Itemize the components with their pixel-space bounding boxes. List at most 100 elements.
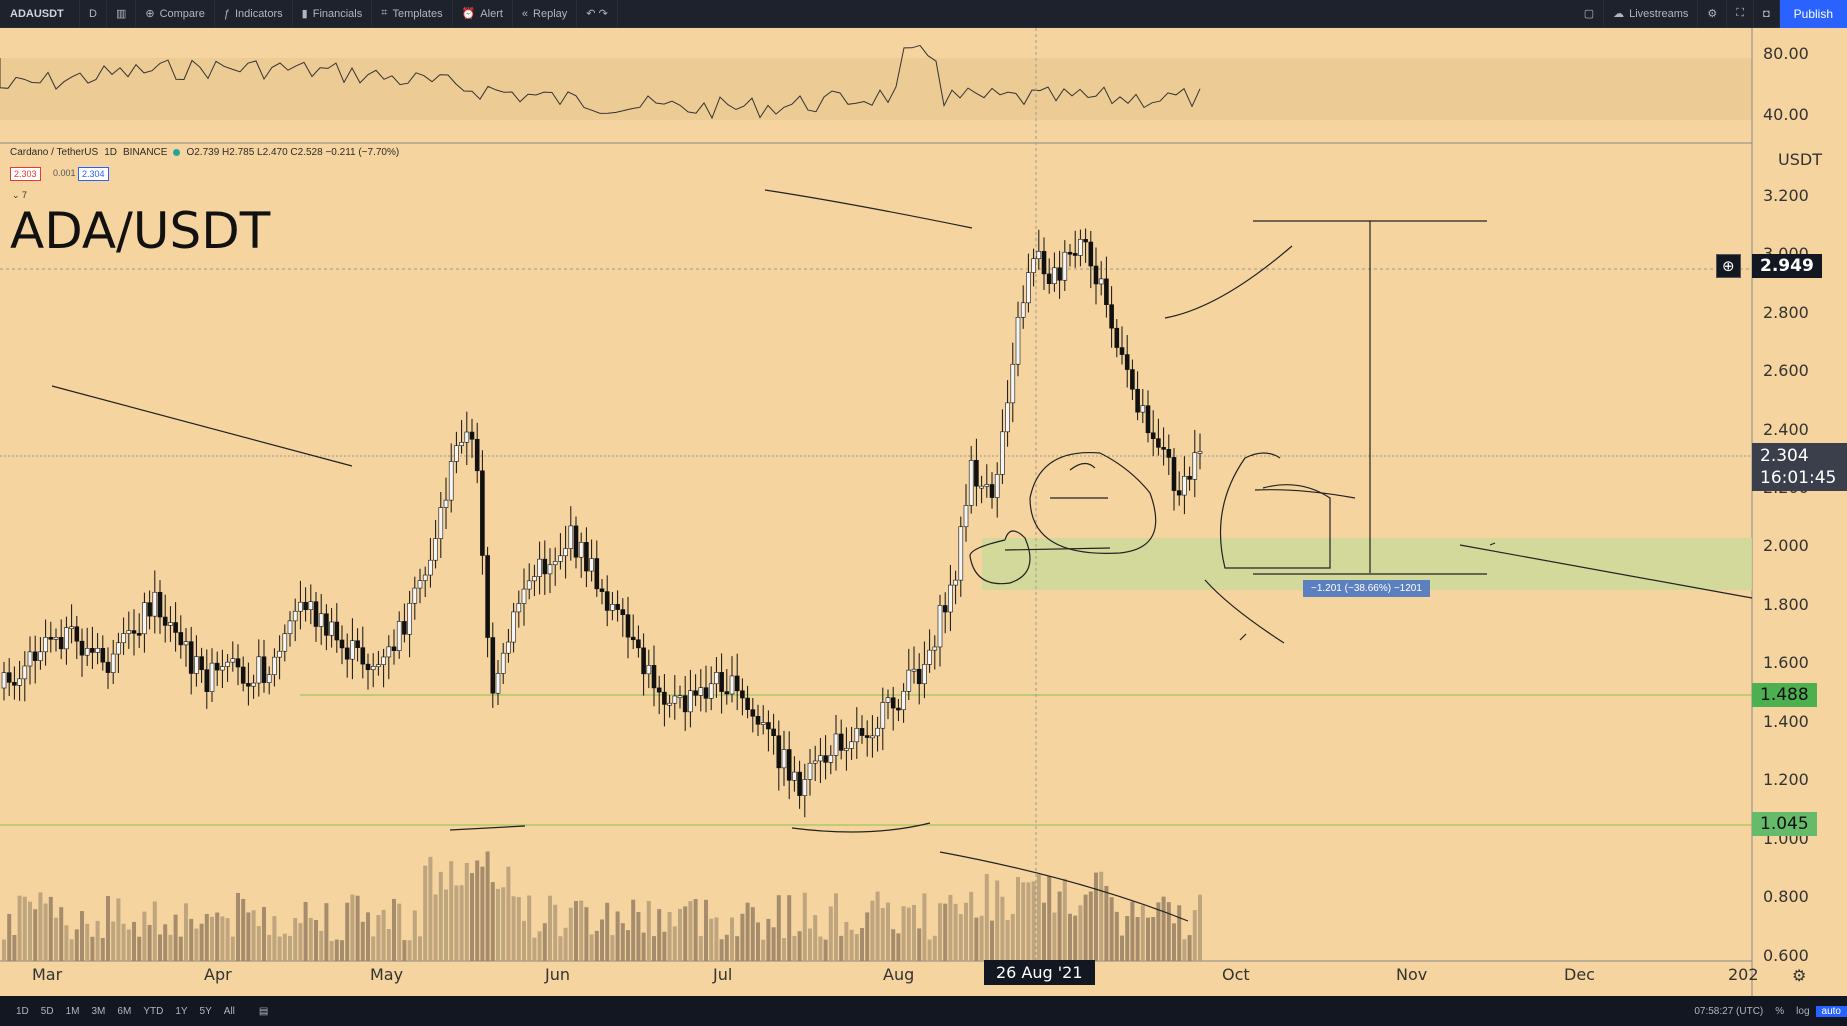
candle-body — [428, 559, 433, 576]
symbol-search[interactable]: ADAUSDT — [0, 0, 80, 28]
templates-button[interactable]: ⌗ Templates — [372, 0, 453, 28]
utc-clock[interactable]: 07:58:27 (UTC) — [1694, 1005, 1764, 1017]
chart-area[interactable] — [0, 28, 1847, 996]
undo-button[interactable]: ↶ ↷ — [577, 0, 618, 28]
range-ytd-button[interactable]: YTD — [143, 1005, 164, 1017]
candle-type-icon[interactable]: ▥ — [107, 0, 137, 28]
volume-bar — [376, 915, 381, 961]
volume-bar — [184, 903, 188, 961]
alert-button[interactable]: ⏰ Alert — [453, 0, 513, 28]
layout-icon[interactable]: ▢ — [1575, 0, 1605, 28]
volume-bar — [225, 918, 230, 961]
candle-body — [1135, 388, 1140, 413]
candle-body — [474, 438, 480, 472]
candle-body — [90, 648, 95, 653]
volume-bar — [1047, 876, 1052, 961]
time-tick: Aug — [883, 965, 915, 984]
candle-body — [95, 647, 100, 653]
time-tick: Apr — [204, 965, 232, 984]
candle-body — [937, 605, 943, 648]
auto-toggle[interactable]: auto — [1815, 1005, 1847, 1017]
volume-bar — [1057, 891, 1062, 961]
volume-bar — [381, 909, 386, 961]
volume-bar — [709, 918, 714, 961]
volume-bar — [553, 904, 558, 961]
ask-price[interactable]: 2.304 — [78, 167, 109, 181]
financials-label: Financials — [312, 7, 363, 20]
legend-interval: 1D — [104, 147, 117, 158]
indicators-button[interactable]: ƒ Indicators — [215, 0, 293, 28]
candle-body — [885, 697, 891, 703]
bid-price[interactable]: 2.303 — [10, 167, 41, 181]
candle-body — [646, 665, 652, 675]
volume-bar — [142, 911, 147, 961]
candle-body — [594, 558, 600, 590]
fullscreen-icon[interactable]: ⛶ — [1727, 0, 1754, 28]
time-tick: Jul — [713, 965, 733, 984]
interval-button[interactable]: D — [80, 0, 107, 28]
level-tag-high: 1.488 — [1752, 683, 1817, 707]
percent-toggle[interactable]: % — [1775, 1005, 1785, 1017]
volume-bar — [272, 916, 277, 961]
candle-body — [532, 576, 537, 582]
volume-bar — [1177, 905, 1182, 961]
annotation-stroke — [969, 530, 1031, 585]
candle-body — [100, 647, 106, 663]
volume-bar — [438, 871, 443, 961]
range-all-button[interactable]: All — [223, 1005, 235, 1017]
candle-body — [1015, 316, 1021, 365]
collapse-toggle[interactable]: ⌄ 7 — [12, 190, 28, 200]
livestreams-button[interactable]: ☁ Livestreams — [1604, 0, 1699, 28]
financials-button[interactable]: ▮ Financials — [293, 0, 373, 28]
candle-body — [906, 669, 912, 692]
volume-bar — [1036, 874, 1041, 961]
publish-button[interactable]: Publish — [1779, 0, 1847, 28]
annotation-stroke — [449, 825, 526, 831]
volume-bar — [1166, 902, 1171, 961]
candle-body — [235, 658, 241, 668]
candle-body — [1, 672, 7, 689]
candle-body — [589, 558, 594, 572]
volume-bar — [917, 928, 922, 961]
range-5y-button[interactable]: 5Y — [199, 1005, 212, 1017]
volume-bar — [1130, 901, 1135, 961]
volume-bar — [605, 902, 610, 961]
range-1m-button[interactable]: 1M — [65, 1005, 80, 1017]
range-1y-button[interactable]: 1Y — [175, 1005, 188, 1017]
compare-button[interactable]: ⊕ Compare — [136, 0, 215, 28]
volume-bar — [501, 887, 506, 961]
range-1d-button[interactable]: 1D — [16, 1005, 29, 1017]
candle-body — [469, 431, 475, 440]
candle-body — [199, 656, 204, 670]
axis-settings-icon[interactable]: ⚙ — [1792, 968, 1807, 985]
log-toggle[interactable]: log — [1796, 1005, 1810, 1017]
range-6m-button[interactable]: 6M — [117, 1005, 132, 1017]
volume-bar — [849, 929, 854, 961]
candle-body — [38, 651, 43, 661]
annotation-stroke — [1489, 542, 1496, 546]
add-alert-icon[interactable]: ⊕ — [1716, 254, 1741, 278]
candle-body — [578, 542, 584, 558]
candle-body — [1192, 452, 1198, 480]
volume-bar — [974, 917, 979, 961]
candle-body — [454, 445, 459, 462]
candle-body — [615, 604, 620, 610]
volume-bar — [964, 902, 968, 961]
camera-icon[interactable]: ◘ — [1754, 0, 1780, 28]
volume-bar — [106, 895, 110, 961]
volume-bar — [293, 917, 298, 961]
collapse-count: 7 — [22, 190, 28, 200]
candle-body — [890, 697, 896, 709]
candle-body — [771, 728, 776, 737]
candle-body — [1150, 432, 1156, 439]
candle-body — [27, 651, 33, 667]
candle-body — [1041, 251, 1047, 275]
candle-body — [251, 682, 256, 687]
range-5d-button[interactable]: 5D — [40, 1005, 54, 1017]
settings-icon[interactable]: ⚙ — [1698, 0, 1728, 28]
candle-body — [880, 702, 886, 729]
date-range-icon[interactable]: ▤ — [258, 1005, 269, 1017]
range-3m-button[interactable]: 3M — [91, 1005, 106, 1017]
replay-button[interactable]: « Replay — [513, 0, 578, 28]
volume-bar — [256, 926, 261, 961]
